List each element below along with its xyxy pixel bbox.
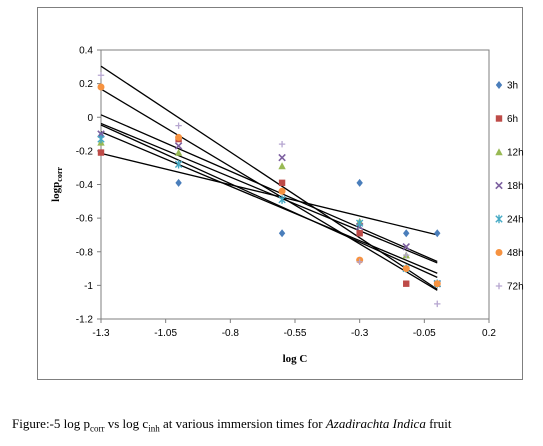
data-point xyxy=(278,140,286,148)
data-point xyxy=(278,162,286,170)
y-tick-label: 0.4 xyxy=(79,46,93,57)
data-point xyxy=(356,230,363,237)
data-point xyxy=(175,178,182,187)
legend-entry-12h: 12h xyxy=(495,148,524,159)
x-axis-title: log C xyxy=(283,353,308,365)
y-tick-label: -0.6 xyxy=(76,214,94,225)
legend-label: 72h xyxy=(507,282,524,293)
data-point xyxy=(403,251,410,259)
legend-marker xyxy=(495,214,503,224)
trendline-18h xyxy=(100,114,438,263)
data-point xyxy=(278,179,286,187)
series-6h xyxy=(97,135,441,287)
trendline-12h xyxy=(100,122,438,264)
legend-marker xyxy=(495,148,503,156)
legend-marker xyxy=(495,81,503,89)
x-tick-label: -0.3 xyxy=(351,328,369,339)
legend-label: 12h xyxy=(507,148,524,159)
x-tick-label: -0.05 xyxy=(413,328,436,339)
chart-frame: 0.4 0.2 0 -0.2 -0.4 -0.6 -0.8 -1 -1.2 -1.3 -1.05 -0… xyxy=(37,7,524,380)
data-point xyxy=(97,72,105,79)
legend-label: 24h xyxy=(507,215,524,226)
data-point xyxy=(278,229,286,238)
x-tick-label: -0.8 xyxy=(222,328,240,339)
data-point xyxy=(434,229,441,238)
data-point xyxy=(402,265,410,273)
trendline-6h xyxy=(100,124,438,278)
trendline-48h xyxy=(100,88,438,291)
legend-entry-24h: 24h xyxy=(495,214,524,226)
y-tick-label: -0.4 xyxy=(76,180,94,191)
data-point xyxy=(97,83,105,91)
legend-marker xyxy=(495,282,503,290)
series-18h xyxy=(97,130,442,288)
y-tick-label: -1 xyxy=(84,281,93,292)
plot-area xyxy=(100,49,490,320)
data-point xyxy=(403,280,410,287)
legend-label: 6h xyxy=(507,114,518,125)
legend-entry-18h: 18h xyxy=(495,181,524,192)
data-point xyxy=(97,149,105,156)
caption-sub-corr: corr xyxy=(90,423,105,434)
data-point xyxy=(97,134,105,144)
x-tick-label: -1.05 xyxy=(154,328,177,339)
series-48h xyxy=(97,83,441,288)
legend-marker xyxy=(495,181,503,190)
chart-svg: 0.4 0.2 0 -0.2 -0.4 -0.6 -0.8 -1 -1.2 -1.3 -1.05 -0… xyxy=(50,46,524,366)
caption-tail: at various immersion times for xyxy=(159,416,326,431)
y-tick-label: -1.2 xyxy=(76,315,94,326)
data-point xyxy=(278,187,286,195)
data-point xyxy=(402,242,410,251)
data-point xyxy=(433,280,441,288)
series-24h xyxy=(97,134,441,288)
caption-species: Azadirachta Indica xyxy=(325,416,426,431)
y-tick-label: 0 xyxy=(87,113,93,124)
data-point xyxy=(174,142,183,150)
data-point xyxy=(174,160,183,169)
caption-mid: vs log c xyxy=(104,416,149,431)
data-point xyxy=(175,122,182,129)
caption-prefix: Figure:-5 log p xyxy=(12,416,90,431)
trendline-3h xyxy=(100,152,438,236)
legend-marker xyxy=(495,249,503,256)
data-point xyxy=(356,258,363,266)
series-3h xyxy=(97,131,441,238)
trendline-24h xyxy=(100,131,438,274)
x-tick-label: -0.55 xyxy=(284,328,307,339)
y-axis-title: logpcorr xyxy=(50,167,64,202)
caption-end: fruit xyxy=(425,416,452,431)
legend-label: 3h xyxy=(507,81,518,92)
legend-marker xyxy=(495,115,503,122)
data-point xyxy=(278,153,286,162)
data-point xyxy=(434,300,441,308)
data-point xyxy=(403,229,410,238)
legend-label: 48h xyxy=(507,248,524,259)
x-tick-label: -1.3 xyxy=(92,328,110,339)
series-12h xyxy=(97,138,441,287)
figure-caption: Figure:-5 log pcorr vs log cinh at vario… xyxy=(12,416,537,434)
legend-entry-3h: 3h xyxy=(495,81,518,92)
data-point xyxy=(278,195,286,204)
data-point xyxy=(174,148,183,156)
y-tick-label: 0.2 xyxy=(79,79,93,90)
caption-sub-inh: inh xyxy=(148,423,160,434)
legend-entry-72h: 72h xyxy=(495,282,524,293)
legend-entry-48h: 48h xyxy=(495,248,524,259)
y-tick-label: -0.8 xyxy=(76,247,94,258)
data-point xyxy=(356,178,363,187)
legend-entry-6h: 6h xyxy=(495,114,518,125)
trendline-72h xyxy=(100,65,438,290)
y-tick-label: -0.2 xyxy=(76,146,94,157)
legend-label: 18h xyxy=(507,181,524,192)
x-tick-label: 0.2 xyxy=(482,328,496,339)
series-72h xyxy=(97,72,441,308)
data-point xyxy=(175,133,183,141)
data-point xyxy=(355,218,364,228)
